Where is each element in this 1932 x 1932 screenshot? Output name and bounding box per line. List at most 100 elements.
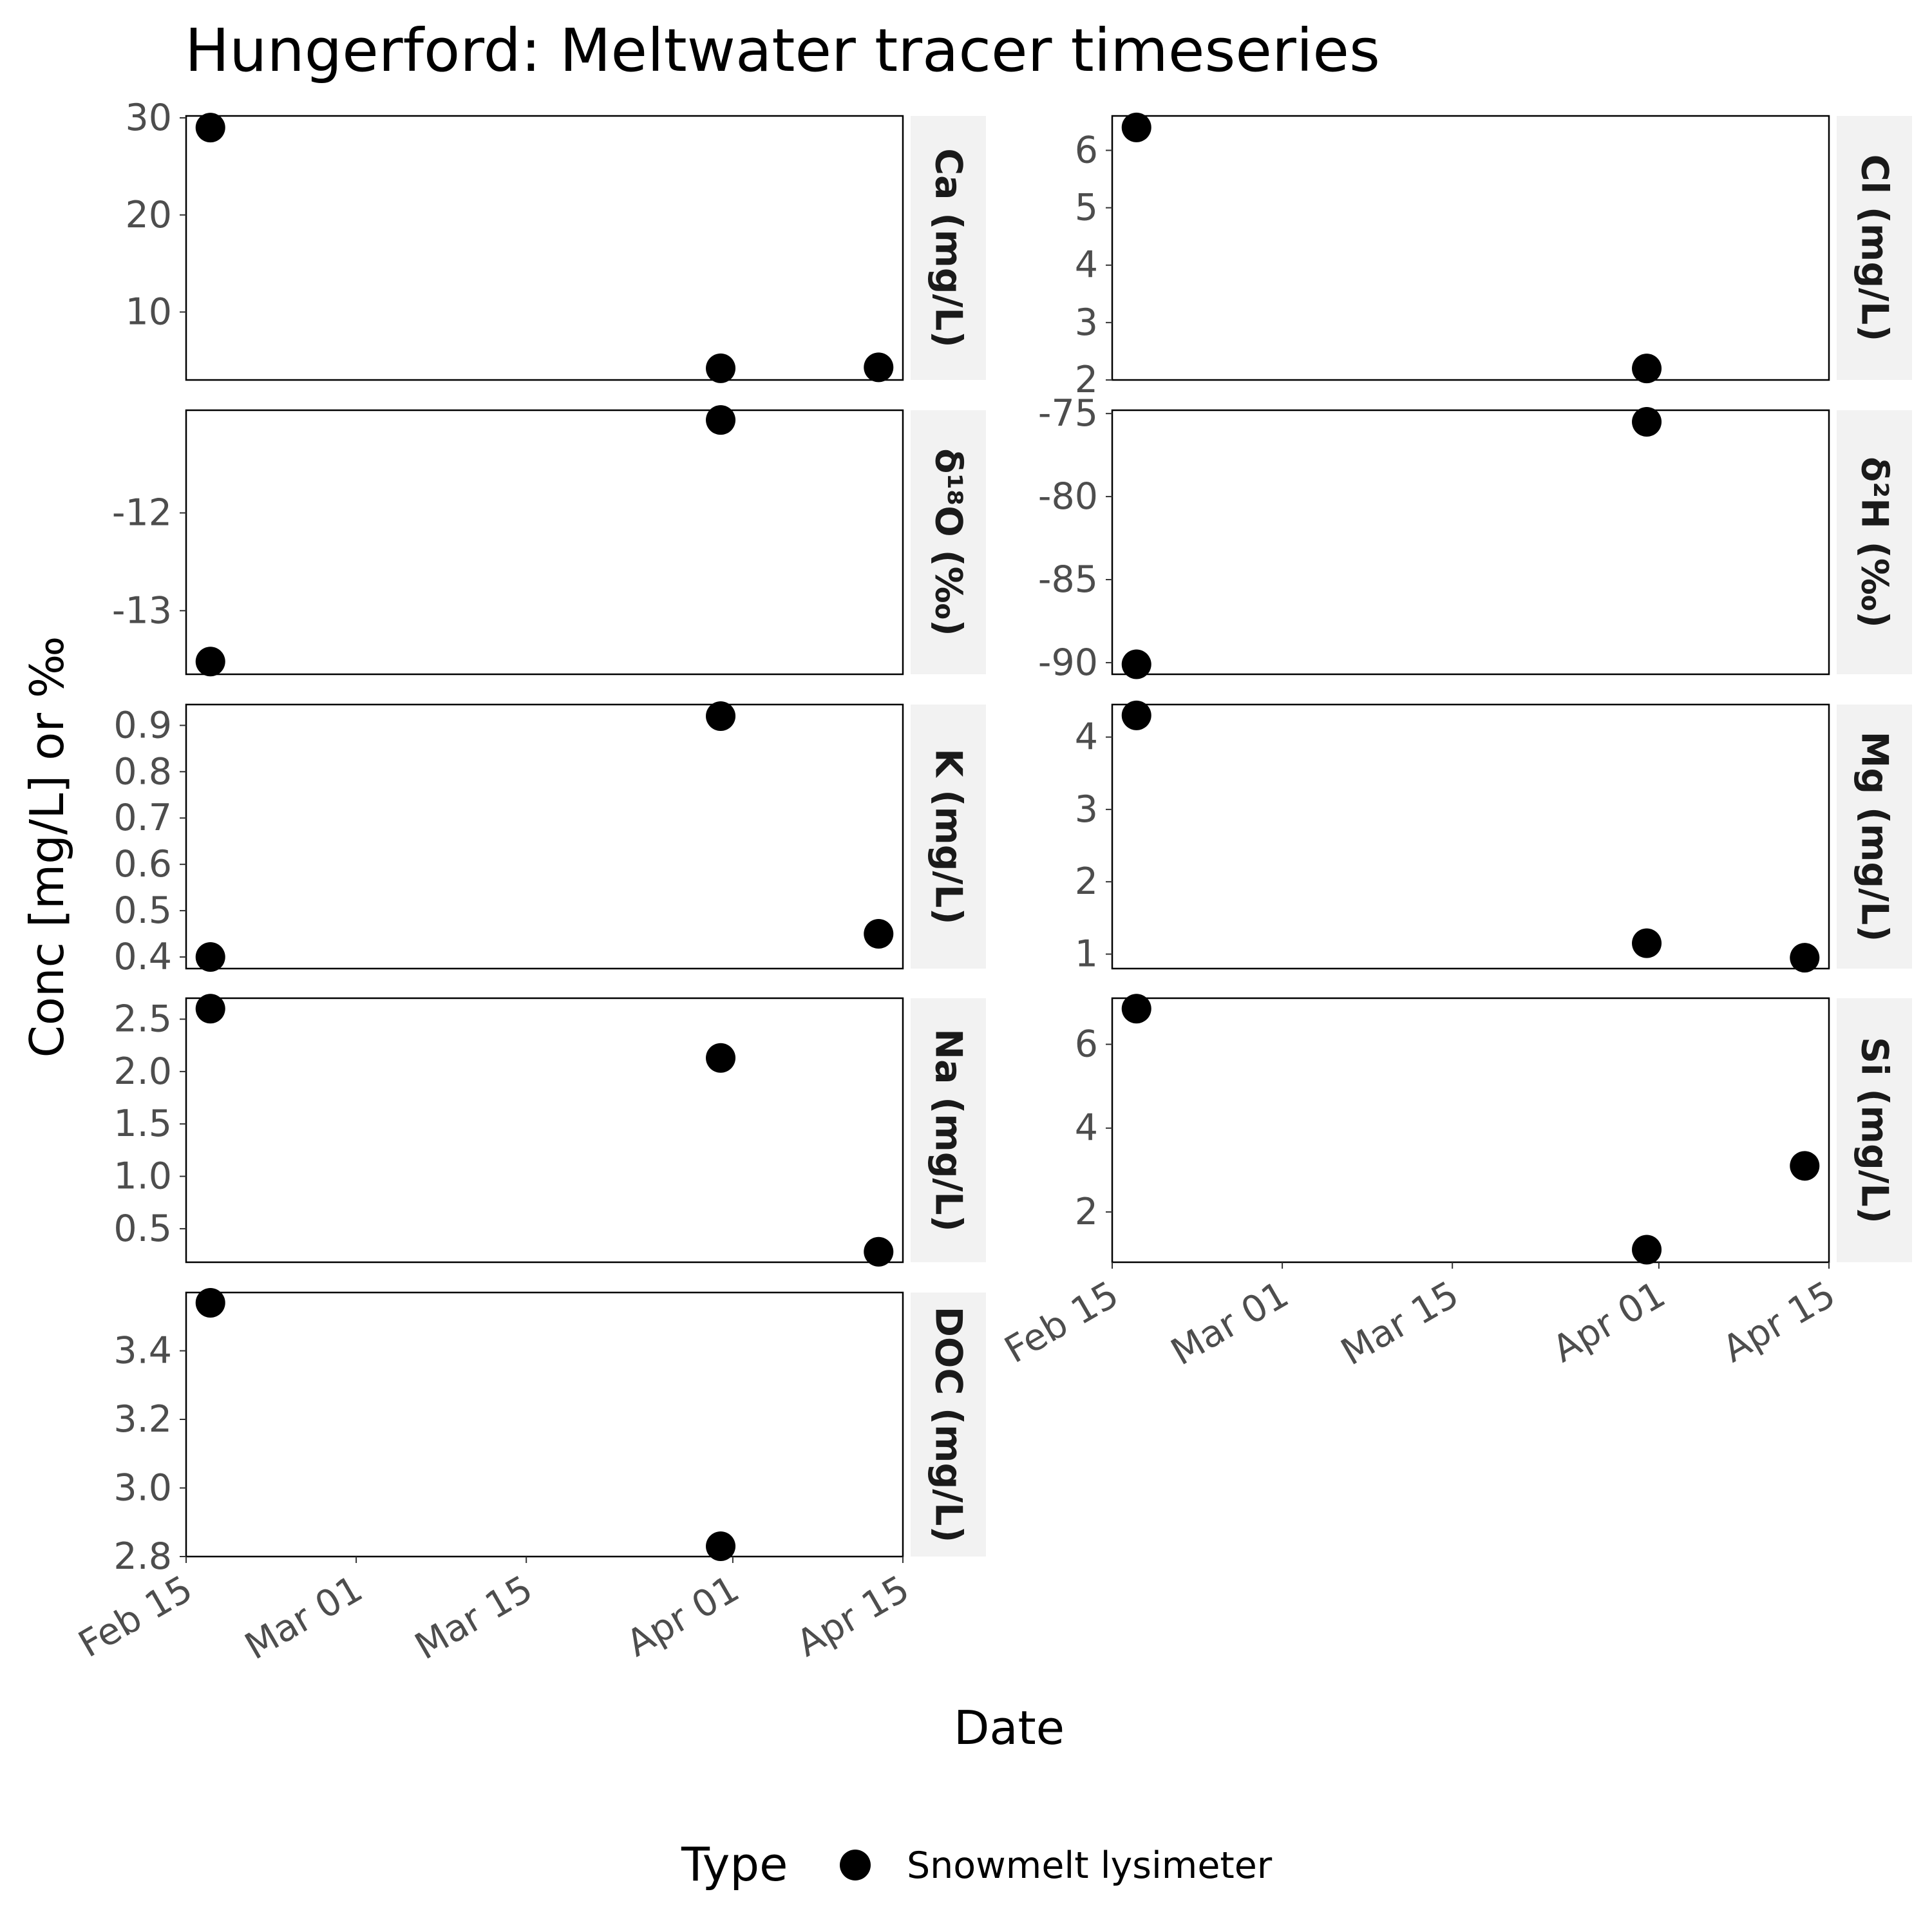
data-point (195, 994, 225, 1024)
facet-strip-label: Mg (mg/L) (1853, 732, 1896, 942)
facet-strip-label: DOC (mg/L) (927, 1307, 970, 1543)
facet-panels: Ca (mg/L) 10 20 30 Cl (mg/L) 2 3 4 5 6 δ¹⁸O (‰) -12… (112, 97, 1912, 1578)
facet-strip-label: Cl (mg/L) (1853, 155, 1896, 342)
facet-strip-label: K (mg/L) (927, 748, 970, 924)
panel-h: δ²H (‰) -75 -80 -85 -90 (1038, 392, 1912, 684)
y-tick-label: 0.8 (113, 750, 172, 793)
data-point (1790, 943, 1820, 973)
y-tick-label: 2.0 (113, 1050, 172, 1093)
facet-strip-label: Na (mg/L) (927, 1028, 970, 1231)
y-tick-label: 0.5 (113, 1208, 172, 1250)
legend-title: Type (681, 1837, 788, 1891)
y-tick-label: -75 (1038, 392, 1098, 435)
y-tick-label: 4 (1075, 1107, 1098, 1150)
y-tick-label: 1.0 (113, 1155, 172, 1198)
facet-strip-label: Si (mg/L) (1853, 1037, 1896, 1224)
x-tick-label: Mar 01 (238, 1567, 370, 1668)
facet-strip (1837, 116, 1912, 380)
panel-doc-mg-l: DOC (mg/L) 2.8 3.0 3.2 3.4 (113, 1287, 986, 1578)
y-tick-label: 0.6 (113, 843, 172, 886)
y-tick-label: 0.7 (113, 797, 172, 839)
y-tick-label: 10 (125, 290, 172, 333)
y-tick-label: 30 (125, 97, 172, 139)
data-point (1121, 112, 1151, 142)
y-tick-label: 2 (1075, 860, 1098, 903)
x-tick-label: Apr 15 (1716, 1273, 1842, 1371)
data-point (1632, 354, 1662, 384)
panel-frame (185, 409, 904, 676)
facet-strip-label: δ¹⁸O (‰) (927, 448, 970, 636)
facet-strip (911, 998, 986, 1262)
y-tick-label: -85 (1038, 558, 1098, 601)
facet-strip (1837, 998, 1912, 1262)
x-axis: Feb 15 Mar 01 Mar 15 Apr 01 Apr 15 (998, 1262, 1842, 1374)
y-tick-label: -13 (112, 589, 172, 632)
x-tick-label: Apr 15 (790, 1567, 916, 1665)
x-tick-label: Mar 01 (1164, 1273, 1296, 1374)
y-tick-label: -12 (112, 491, 172, 534)
data-point (1121, 994, 1151, 1024)
panel-frame (185, 115, 904, 381)
panel-o: δ¹⁸O (‰) -12 -13 (112, 405, 986, 677)
y-tick-label: 2.5 (113, 998, 172, 1041)
y-tick-label: 20 (125, 194, 172, 236)
panel-frame (185, 1291, 904, 1558)
y-tick-label: 4 (1075, 244, 1098, 287)
data-point (706, 1043, 736, 1073)
legend: Type Snowmelt lysimeter (681, 1837, 1273, 1891)
panel-frame (185, 703, 904, 970)
x-axis: Feb 15 Mar 01 Mar 15 Apr 01 Apr 15 (71, 1557, 916, 1668)
data-point (706, 405, 736, 435)
legend-label: Snowmelt lysimeter (907, 1844, 1273, 1887)
x-tick-label: Feb 15 (998, 1273, 1126, 1372)
data-point (1632, 928, 1662, 958)
x-tick-label: Mar 15 (408, 1567, 540, 1668)
y-tick-label: 2.8 (113, 1535, 172, 1578)
data-point (706, 353, 736, 383)
facet-strip (911, 1293, 986, 1557)
data-point (1790, 1151, 1820, 1181)
panel-k-mg-l: K (mg/L) 0.40.50.60.70.80.9 (113, 701, 986, 978)
facet-strip-label: Ca (mg/L) (927, 148, 970, 348)
panel-frame (185, 997, 904, 1264)
data-point (1632, 1235, 1662, 1265)
data-point (195, 647, 225, 677)
chart-title: Hungerford: Meltwater tracer timeseries (185, 16, 1380, 85)
panel-mg-mg-l: Mg (mg/L) 1 2 3 4 (1075, 700, 1912, 976)
facet-strip (1837, 410, 1912, 674)
data-point (195, 942, 225, 972)
y-tick-label: 3.4 (113, 1330, 172, 1372)
panel-frame (1111, 409, 1830, 676)
y-axis-title: Conc [mg/L] or ‰ (20, 636, 74, 1058)
x-tick-label: Mar 15 (1334, 1273, 1466, 1374)
panel-frame (1111, 115, 1830, 381)
panel-ca-mg-l: Ca (mg/L) 10 20 30 (125, 97, 986, 383)
legend-marker (840, 1850, 871, 1880)
panel-na-mg-l: Na (mg/L) 0.5 1.0 1.5 2.0 2.5 (113, 994, 986, 1267)
y-tick-label: 6 (1075, 1023, 1098, 1066)
y-tick-label: 0.5 (113, 889, 172, 932)
data-point (864, 1236, 894, 1267)
y-tick-label: 3.0 (113, 1467, 172, 1510)
data-point (706, 701, 736, 731)
data-point (706, 1531, 736, 1562)
facet-strip-label: δ²H (‰) (1853, 457, 1896, 628)
panel-cl-mg-l: Cl (mg/L) 2 3 4 5 6 (1075, 112, 1912, 401)
data-point (1121, 649, 1151, 679)
y-tick-label: 1 (1075, 933, 1098, 976)
x-axis-title: Date (954, 1701, 1065, 1755)
y-tick-label: 4 (1075, 716, 1098, 759)
panel-si-mg-l: Si (mg/L) 2 4 6 (1075, 994, 1912, 1265)
y-tick-label: 3 (1075, 788, 1098, 831)
y-tick-label: 6 (1075, 129, 1098, 171)
x-tick-label: Apr 01 (1546, 1273, 1672, 1371)
y-tick-label: 2 (1075, 359, 1098, 401)
data-point (864, 352, 894, 383)
data-point (195, 113, 225, 143)
y-tick-label: 3 (1075, 301, 1098, 344)
facet-strip (911, 116, 986, 380)
y-tick-label: 3.2 (113, 1398, 172, 1441)
y-tick-label: -80 (1038, 475, 1098, 518)
facet-strip (1837, 705, 1912, 969)
